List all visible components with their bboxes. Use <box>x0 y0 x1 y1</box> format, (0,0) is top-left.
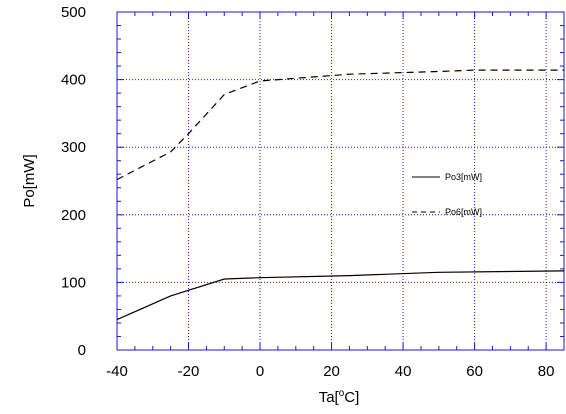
x-tick-label: 40 <box>395 363 412 380</box>
plot-frame <box>116 11 565 351</box>
x-axis-title-sup: o <box>339 388 345 399</box>
x-tick-labels: -40 -20 0 20 40 60 80 <box>106 363 554 380</box>
y-tick-label: 100 <box>61 274 86 291</box>
x-axis-title-suffix: C] <box>344 389 359 406</box>
plot-border <box>116 11 565 351</box>
series-lines <box>116 69 565 321</box>
y-tick-label: 200 <box>61 207 86 224</box>
axis-ticks <box>116 11 565 351</box>
x-tick-label: -20 <box>178 363 200 380</box>
y-tick-labels: 0 100 200 300 400 500 <box>61 4 86 359</box>
legend-label-po6: Po6[mW] <box>445 207 482 217</box>
series-line-po6 <box>116 69 564 181</box>
y-tick-label: 0 <box>78 342 86 359</box>
x-tick-label: 60 <box>466 363 483 380</box>
x-tick-label: 80 <box>538 363 555 380</box>
x-tick-label: 20 <box>323 363 340 380</box>
x-tick-label: -40 <box>106 363 128 380</box>
y-tick-label: 300 <box>61 139 86 156</box>
x-axis-title-main: Ta[ <box>319 389 340 406</box>
y-tick-label: 400 <box>61 72 86 89</box>
legend-label-po3: Po3[mW] <box>445 172 482 182</box>
series-line-po3 <box>116 270 565 321</box>
y-tick-label: 500 <box>61 4 86 21</box>
x-tick-label: 0 <box>256 363 264 380</box>
x-axis-title: Ta[oC] <box>319 388 360 406</box>
legend: Po3[mW] Po6[mW] <box>412 172 482 217</box>
y-axis-title: Po[mW] <box>21 154 38 207</box>
grid-lines <box>117 12 564 350</box>
